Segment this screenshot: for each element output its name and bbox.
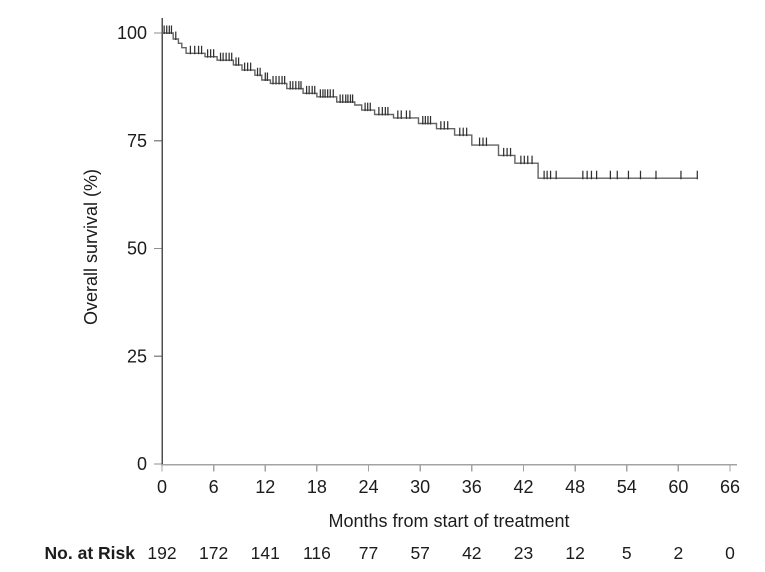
number-at-risk-value: 116 <box>303 543 331 563</box>
number-at-risk-value: 77 <box>359 543 378 563</box>
y-axis-title: Overall survival (%) <box>81 169 101 325</box>
number-at-risk-value: 192 <box>147 543 176 563</box>
number-at-risk-value: 57 <box>410 543 429 563</box>
axis-labels: Months from start of treatment Overall s… <box>81 169 570 531</box>
y-tick-label: 100 <box>117 23 147 43</box>
number-at-risk-value: 172 <box>199 543 228 563</box>
number-at-risk-value: 12 <box>565 543 584 563</box>
x-tick-label: 36 <box>462 477 482 497</box>
number-at-risk-value: 5 <box>622 543 632 563</box>
x-axis-title: Months from start of treatment <box>328 511 569 531</box>
number-at-risk-value: 23 <box>514 543 533 563</box>
x-tick-label: 54 <box>617 477 637 497</box>
axes: 100 75 50 25 00 6 12 18 24 30 36 42 48 54 60 66 <box>117 18 740 497</box>
x-tick-label: 42 <box>513 477 533 497</box>
number-at-risk-value: 141 <box>251 543 280 563</box>
x-tick-label: 24 <box>359 477 379 497</box>
y-tick-label: 50 <box>127 239 147 259</box>
y-tick-label: 25 <box>127 346 147 366</box>
x-tick-label: 60 <box>668 477 688 497</box>
x-tick-label: 30 <box>410 477 430 497</box>
censor-marks <box>163 25 698 180</box>
x-tick-label: 6 <box>209 477 219 497</box>
x-tick-label: 0 <box>157 477 167 497</box>
number-at-risk-value: 2 <box>673 543 683 563</box>
number-at-risk-value: 0 <box>725 543 735 563</box>
y-tick-label: 75 <box>127 131 147 151</box>
x-tick-label: 66 <box>720 477 740 497</box>
number-at-risk-label: No. at Risk <box>45 543 136 563</box>
number-at-risk-row: No. at Risk 192 172 141 116 77 57 42 23 12 5 2 0 <box>45 543 736 563</box>
number-at-risk-value: 42 <box>462 543 481 563</box>
survival-curve <box>162 32 698 179</box>
x-tick-label: 12 <box>255 477 275 497</box>
y-tick-label: 0 <box>137 454 147 474</box>
survival-curve-path <box>162 32 698 179</box>
x-tick-label: 48 <box>565 477 585 497</box>
x-tick-label: 18 <box>307 477 327 497</box>
